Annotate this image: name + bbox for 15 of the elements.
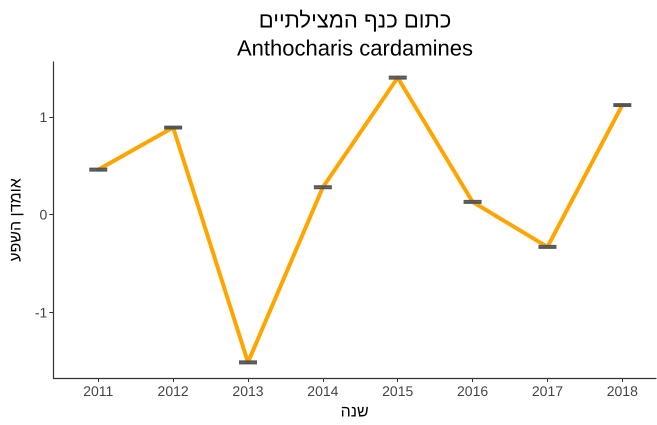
y-tick-label: 0 — [40, 206, 48, 223]
y-axis-title: אומדן השפע — [8, 178, 24, 262]
x-tick-label: 2014 — [307, 383, 339, 399]
x-tick-label: 2016 — [457, 383, 488, 399]
y-tick-label: 1 — [40, 108, 48, 125]
y-tick-label: -1 — [34, 304, 48, 320]
x-tick-label: 2018 — [606, 383, 638, 399]
chart-title: כתום כנף המצילתיים — [258, 8, 452, 32]
x-tick-label: 2012 — [158, 383, 189, 399]
x-tick-label: 2017 — [532, 383, 564, 399]
x-tick-label: 2011 — [83, 383, 114, 399]
x-tick-label: 2013 — [232, 383, 264, 399]
x-tick-label: 2015 — [382, 383, 414, 399]
x-axis-title: שנה — [340, 404, 369, 420]
chart-subtitle: Anthocharis cardamines — [236, 36, 474, 60]
